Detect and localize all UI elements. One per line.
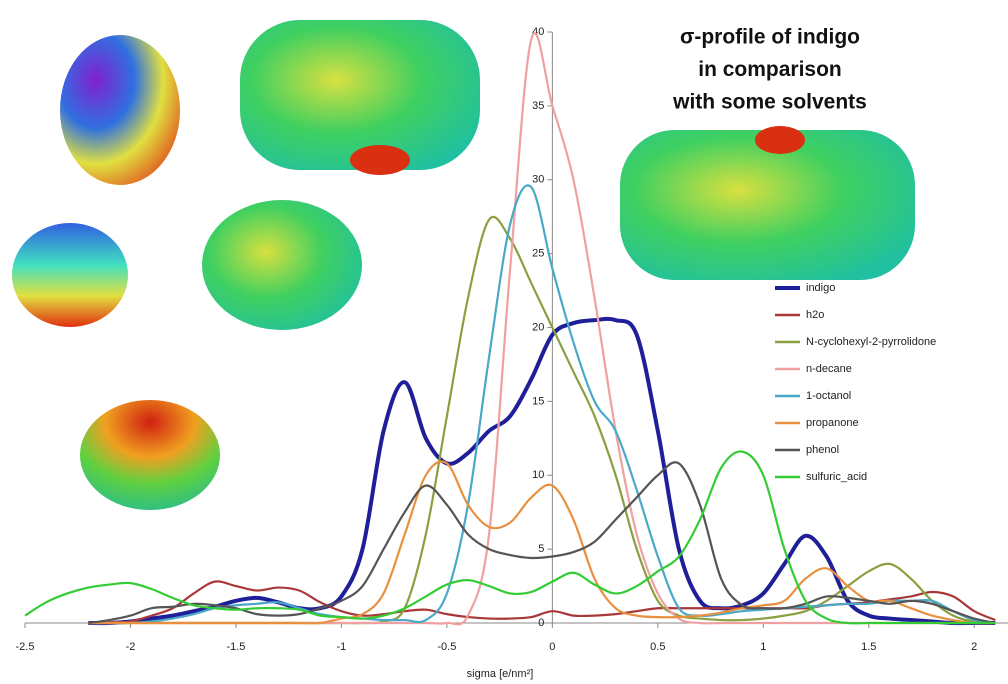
x-tick-label: 2 <box>971 641 977 653</box>
x-tick-label: -1.5 <box>226 641 245 653</box>
legend-label: h2o <box>806 309 824 321</box>
molecule <box>620 130 915 280</box>
x-tick-label: -2.5 <box>16 641 35 653</box>
y-tick-label: 0 <box>538 617 544 629</box>
molecule <box>240 20 480 170</box>
y-tick-label: 30 <box>532 174 544 186</box>
legend-label: phenol <box>806 444 839 456</box>
y-tick-label: 20 <box>532 321 544 333</box>
legend-label: n-decane <box>806 363 852 375</box>
molecule <box>350 145 410 175</box>
molecule <box>12 223 128 327</box>
x-tick-label: 0 <box>549 641 555 653</box>
chart: σ-profile of indigo in comparison with som… <box>0 0 1008 684</box>
y-tick-label: 10 <box>532 469 544 481</box>
x-tick-label: -0.5 <box>437 641 456 653</box>
x-tick-label: 1 <box>760 641 766 653</box>
y-tick-label: 15 <box>532 395 544 407</box>
y-tick-label: 25 <box>532 248 544 260</box>
molecule <box>755 126 805 154</box>
legend-label: 1-octanol <box>806 390 851 402</box>
legend-label: N-cyclohexyl-2-pyrrolidone <box>806 336 936 348</box>
legend-label: propanone <box>806 417 859 429</box>
x-tick-label: -2 <box>126 641 136 653</box>
x-tick-label: -1 <box>337 641 347 653</box>
chart-title: with some solvents <box>672 91 867 114</box>
x-axis-label: sigma [e/nm²] <box>467 668 534 680</box>
x-tick-label: 1.5 <box>861 641 876 653</box>
chart-title: σ-profile of indigo <box>680 26 860 49</box>
y-tick-label: 35 <box>532 100 544 112</box>
molecule <box>60 35 180 185</box>
chart-title: in comparison <box>698 58 842 81</box>
legend-label: indigo <box>806 282 835 294</box>
molecule <box>80 400 220 510</box>
y-tick-label: 5 <box>538 543 544 555</box>
legend-label: sulfuric_acid <box>806 471 867 483</box>
molecule <box>202 200 362 330</box>
x-tick-label: 0.5 <box>650 641 665 653</box>
